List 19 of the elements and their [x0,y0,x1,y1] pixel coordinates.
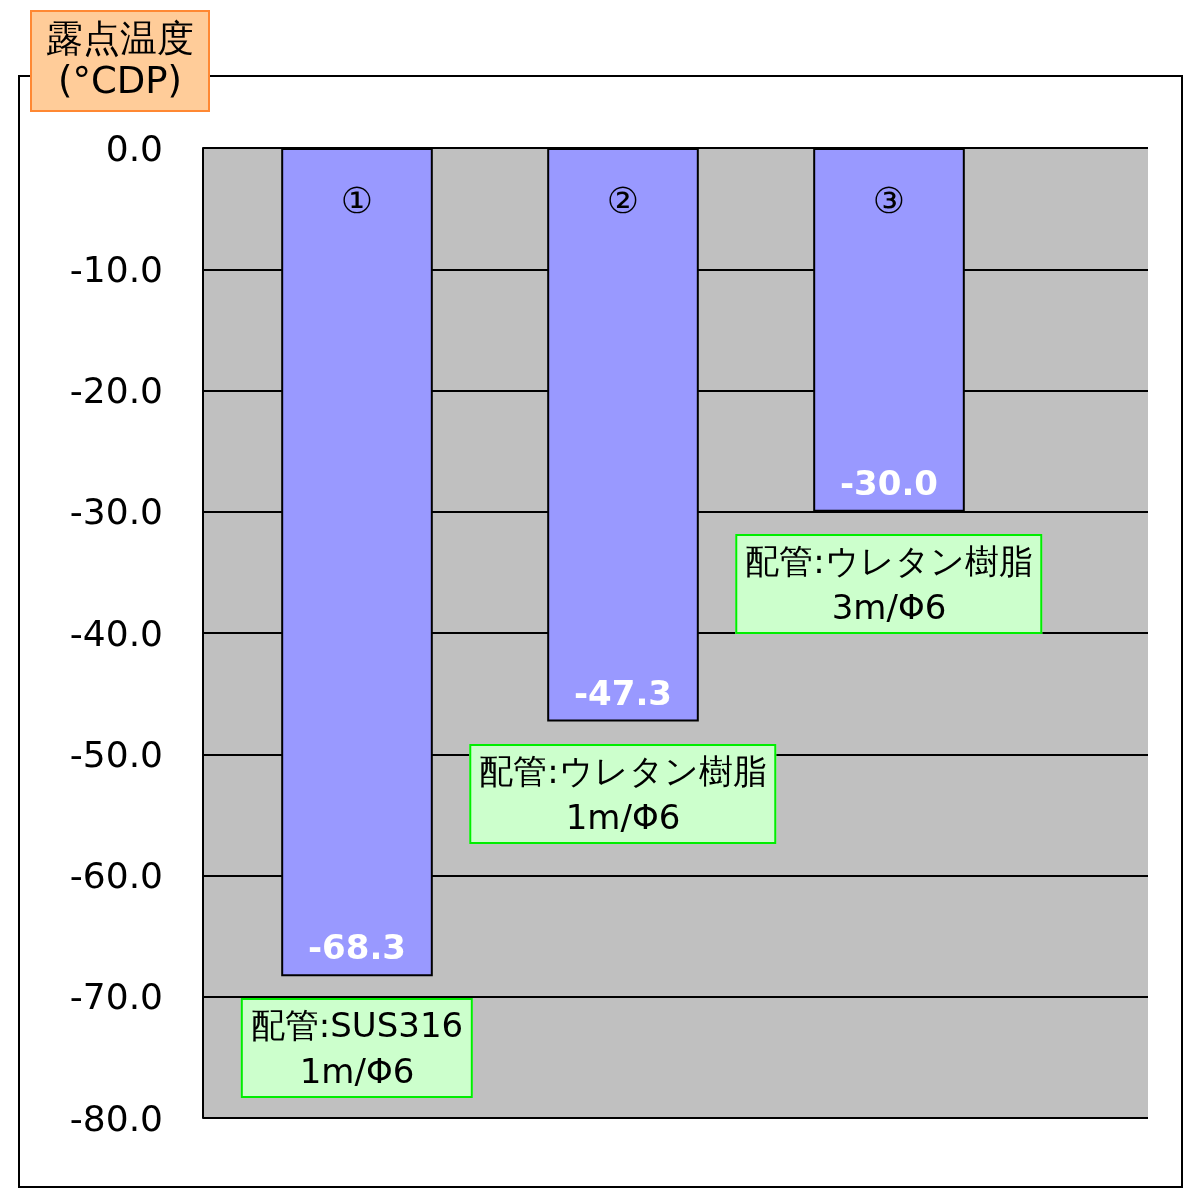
annotation: 配管:ウレタン樹脂 3m/Φ6 [735,533,1043,634]
y-tick-label: -80.0 [69,1097,163,1139]
x-tick-label: ① [340,179,374,221]
x-tick-label: ② [606,179,640,221]
y-tick-label: -10.0 [69,248,163,290]
y-tick-label: -50.0 [69,733,163,775]
y-tick-label: 0.0 [105,127,163,169]
data-label: -30.0 [840,462,938,503]
y-tick-label: -40.0 [69,612,163,654]
y-tick-label: -60.0 [69,855,163,896]
data-label: -68.3 [308,927,406,968]
y-tick-label: -20.0 [69,370,163,411]
y-axis-title: 露点温度 (°CDP) [30,10,210,112]
y-tick-label: -70.0 [69,976,163,1018]
annotation: 配管:SUS316 1m/Φ6 [240,998,474,1099]
x-tick-label: ③ [872,179,906,221]
annotation: 配管:ウレタン樹脂 1m/Φ6 [469,743,777,844]
y-tick-label: -30.0 [69,491,163,533]
data-label: -47.3 [574,672,672,713]
